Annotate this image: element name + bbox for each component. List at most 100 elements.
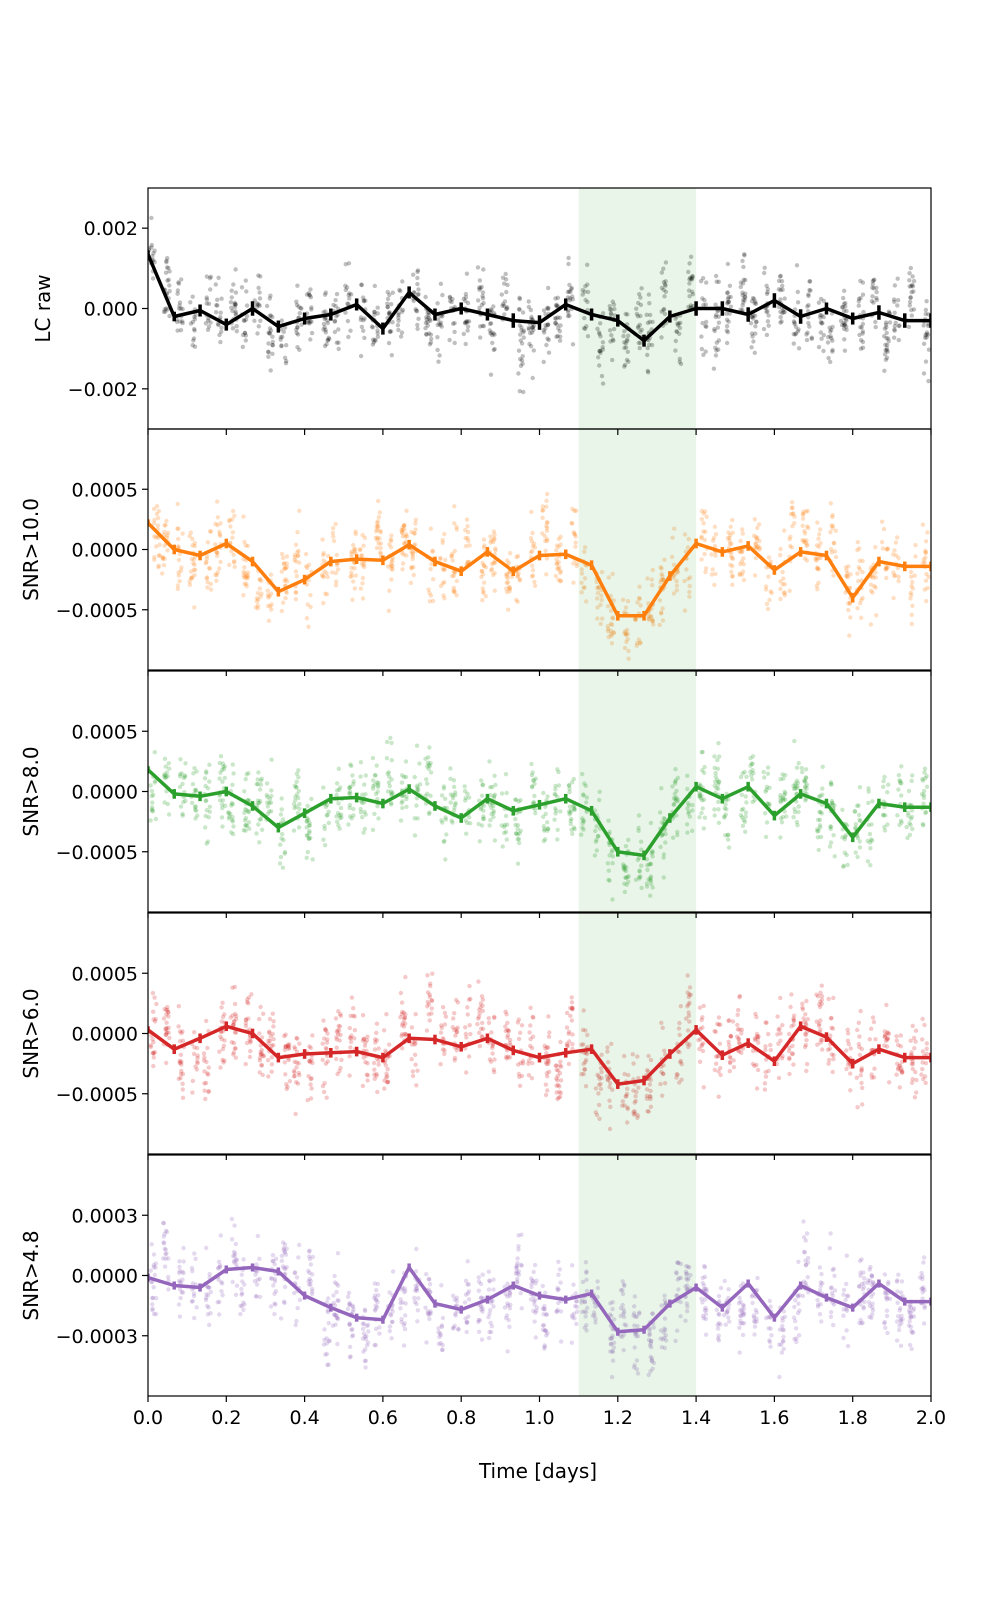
scatter-point	[726, 845, 732, 850]
scatter-point	[429, 998, 434, 1003]
scatter-point	[202, 776, 208, 781]
scatter-point	[748, 769, 753, 775]
scatter-point	[390, 1269, 396, 1274]
scatter-point	[195, 1055, 200, 1061]
scatter-point	[737, 549, 742, 554]
scatter-point	[180, 1290, 186, 1295]
scatter-point	[597, 331, 602, 337]
scatter-point	[336, 801, 341, 806]
scatter-point	[907, 299, 913, 305]
scatter-point	[762, 270, 767, 276]
scatter-point	[743, 277, 748, 283]
scatter-point	[584, 1269, 589, 1274]
scatter-point	[584, 1288, 590, 1294]
scatter-point	[215, 297, 220, 302]
scatter-point	[348, 1036, 353, 1041]
scatter-point	[476, 798, 482, 803]
scatter-point	[254, 1262, 259, 1267]
scatter-point	[463, 1025, 468, 1030]
scatter-point	[402, 1015, 407, 1020]
scatter-point	[646, 616, 651, 621]
scatter-point	[507, 1290, 513, 1296]
scatter-point	[802, 785, 808, 790]
scatter-point	[449, 554, 454, 559]
scatter-point	[272, 1262, 277, 1267]
scatter-point	[887, 1080, 892, 1085]
scatter-point	[802, 539, 807, 545]
scatter-point	[308, 337, 313, 342]
scatter-point	[360, 581, 365, 586]
scatter-point	[660, 577, 666, 582]
scatter-point	[672, 779, 678, 784]
scatter-point	[491, 539, 496, 545]
scatter-point	[234, 1013, 239, 1019]
scatter-point	[148, 1043, 153, 1048]
scatter-point	[365, 1061, 370, 1066]
scatter-point	[320, 1083, 326, 1089]
scatter-point	[398, 1297, 403, 1302]
scatter-point	[847, 601, 853, 606]
scatter-point	[594, 1112, 600, 1118]
scatter-point	[206, 815, 211, 820]
scatter-point	[480, 560, 485, 566]
scatter-point	[429, 1011, 434, 1016]
scatter-point	[872, 584, 877, 589]
scatter-point	[644, 1093, 649, 1099]
scatter-point	[191, 1293, 197, 1299]
scatter-point	[180, 319, 185, 324]
scatter-point	[515, 1271, 520, 1276]
scatter-point	[503, 1291, 508, 1297]
scatter-point	[438, 583, 444, 589]
scatter-point	[385, 1080, 390, 1085]
scatter-point	[725, 832, 730, 838]
scatter-point	[267, 796, 273, 801]
scatter-point	[690, 808, 695, 813]
scatter-point	[582, 289, 587, 294]
scatter-point	[266, 354, 271, 359]
scatter-point	[583, 326, 588, 331]
scatter-point	[265, 794, 270, 800]
scatter-point	[326, 1362, 331, 1367]
scatter-point	[400, 527, 405, 532]
scatter-point	[530, 563, 535, 568]
scatter-point	[606, 575, 611, 580]
scatter-point	[413, 1288, 418, 1293]
scatter-point	[297, 1242, 302, 1248]
scatter-point	[463, 1278, 469, 1284]
scatter-point	[452, 1027, 457, 1033]
scatter-point	[163, 1247, 168, 1252]
scatter-point	[873, 319, 878, 325]
scatter-point	[657, 810, 663, 815]
scatter-point	[845, 1031, 851, 1036]
scatter-point	[748, 763, 753, 768]
scatter-point	[715, 325, 720, 330]
scatter-point	[596, 1074, 602, 1079]
scatter-point	[440, 1343, 445, 1348]
scatter-point	[637, 869, 642, 874]
scatter-point	[215, 499, 220, 504]
scatter-point	[153, 1311, 159, 1317]
scatter-point	[704, 514, 709, 519]
scatter-point	[609, 333, 614, 338]
scatter-point	[282, 1300, 287, 1306]
scatter-point	[545, 520, 550, 525]
scatter-point	[279, 344, 284, 349]
scatter-point	[782, 296, 787, 301]
scatter-point	[764, 332, 770, 338]
scatter-point	[625, 631, 630, 637]
scatter-point	[347, 802, 353, 808]
scatter-point	[503, 1024, 508, 1029]
scatter-point	[218, 521, 223, 526]
scatter-point	[622, 1071, 627, 1077]
scatter-point	[766, 574, 771, 579]
scatter-point	[149, 808, 155, 813]
scatter-point	[673, 767, 678, 772]
scatter-point	[487, 759, 492, 764]
scatter-point	[400, 805, 405, 811]
scatter-point	[219, 1280, 224, 1285]
scatter-point	[427, 1277, 432, 1282]
scatter-point	[833, 554, 839, 560]
scatter-point	[584, 1051, 590, 1057]
scatter-point	[351, 782, 356, 787]
scatter-point	[685, 801, 691, 806]
